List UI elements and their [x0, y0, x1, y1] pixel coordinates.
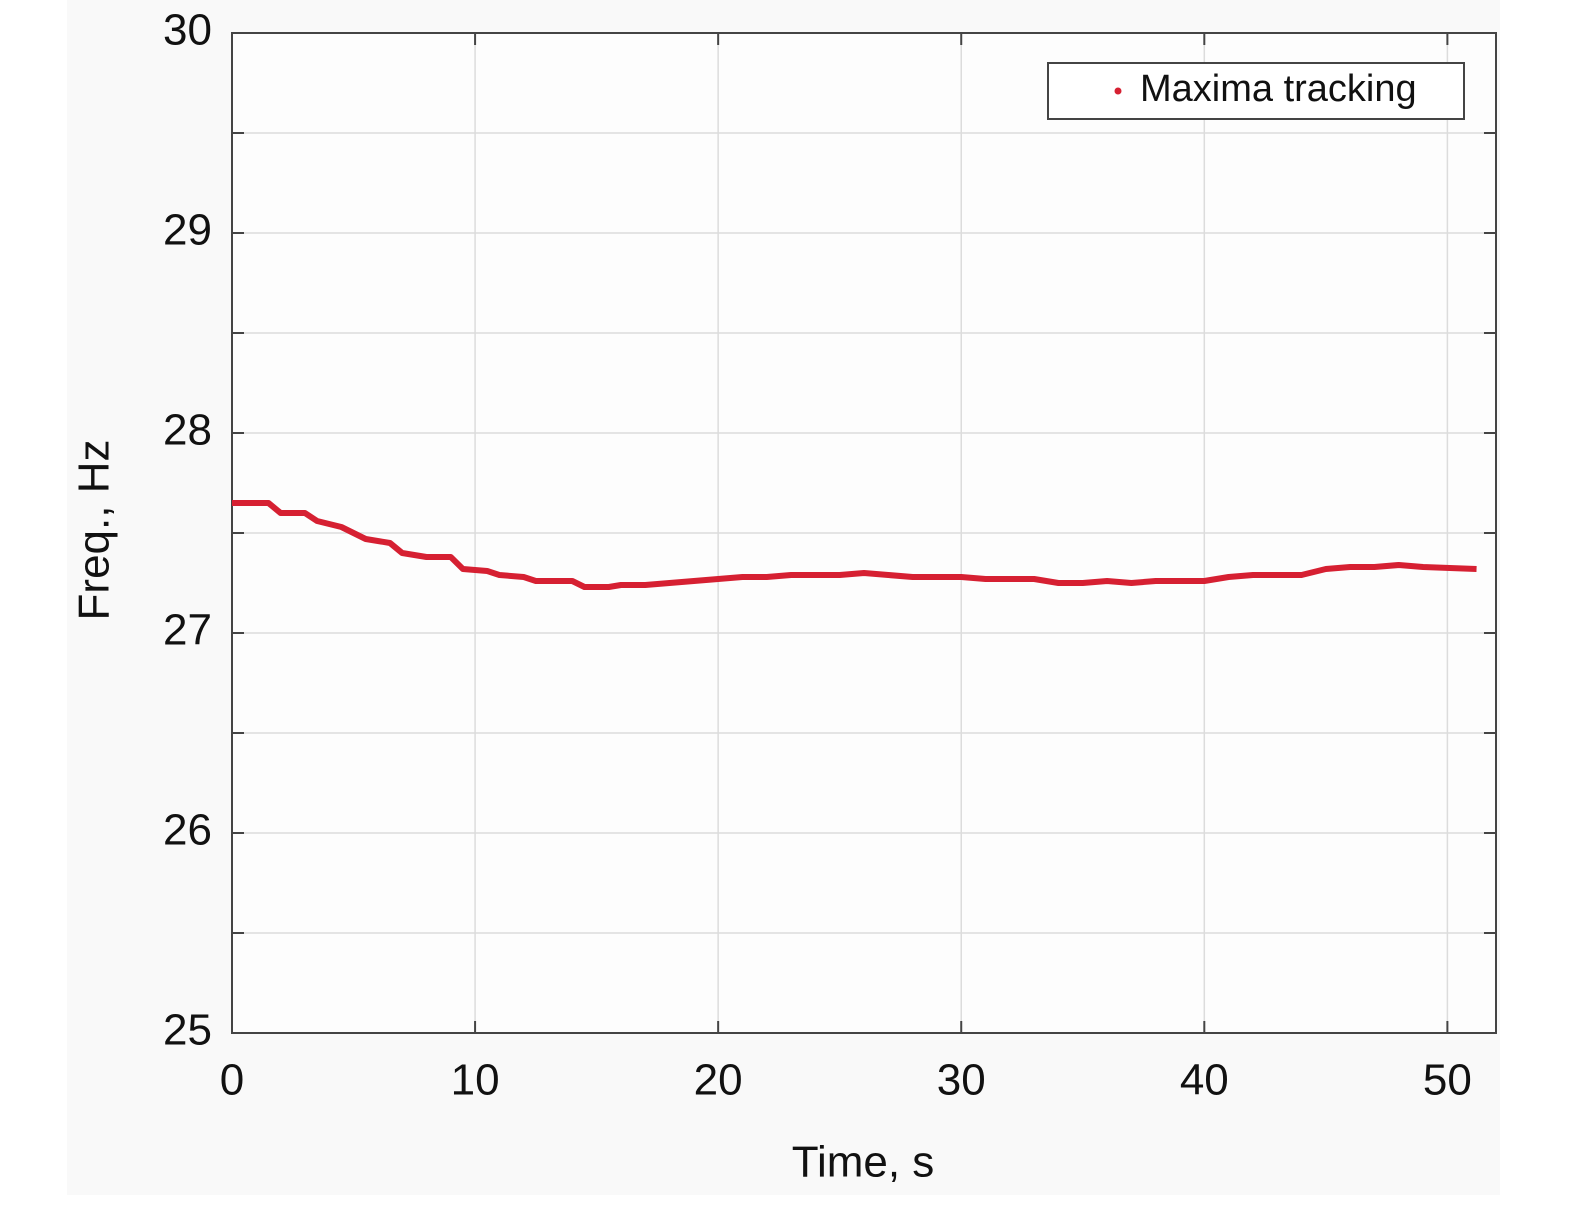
- y-axis-label: Freq., Hz: [70, 440, 119, 621]
- x-tick-label: 20: [694, 1056, 743, 1105]
- x-tick-label: 30: [937, 1056, 986, 1105]
- y-tick-label: 29: [163, 206, 212, 255]
- x-tick-label: 0: [220, 1056, 244, 1105]
- x-tick-label: 50: [1423, 1056, 1472, 1105]
- y-tick-label: 26: [163, 806, 212, 855]
- plot-frame: [231, 32, 1497, 1034]
- x-tick-label: 40: [1180, 1056, 1229, 1105]
- y-tick-label: 25: [163, 1006, 212, 1055]
- y-tick-label: 30: [163, 6, 212, 55]
- y-tick-label: 27: [163, 606, 212, 655]
- legend-marker: [1114, 87, 1122, 95]
- x-axis-label: Time, s: [792, 1138, 935, 1187]
- legend-label: Maxima tracking: [1140, 68, 1417, 110]
- data-line: [232, 500, 1477, 590]
- x-tick-label: 10: [451, 1056, 500, 1105]
- y-tick-label: 28: [163, 406, 212, 455]
